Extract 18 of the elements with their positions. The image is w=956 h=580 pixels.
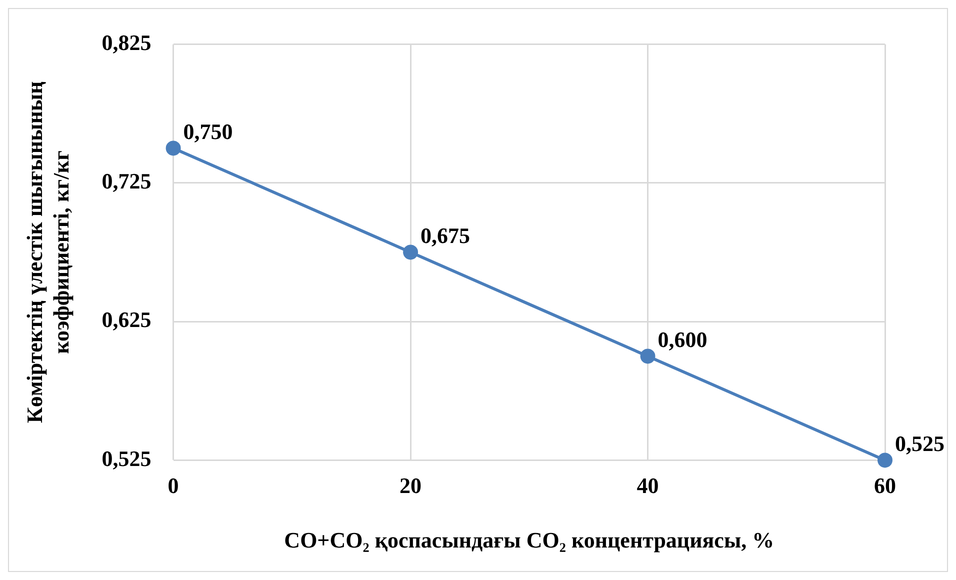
x-tick-label: 0 <box>168 473 179 498</box>
point <box>403 244 418 260</box>
x-axis-title: CO+CO₂ қоспасындағы CO₂ концентрациясы, % <box>284 527 774 552</box>
point <box>166 140 181 156</box>
x-tick-label: 60 <box>874 473 896 498</box>
x-tick-label: 40 <box>636 473 659 498</box>
point <box>878 452 892 468</box>
x-tick-label: 20 <box>400 473 422 498</box>
y-axis-title: Көміртектің үлестік шығынының коэффициенті, кг/кг <box>22 80 74 424</box>
y-tick-label: 0,525 <box>102 446 152 471</box>
data-label: 0,525 <box>895 430 944 456</box>
y-tick-label: 0,725 <box>102 168 152 194</box>
y-tick-label: 0,825 <box>102 30 152 55</box>
data-label: 0,750 <box>183 118 233 144</box>
data-label: 0,600 <box>658 326 708 352</box>
point <box>640 348 656 364</box>
y-tick-label: 0,625 <box>102 307 152 332</box>
data-label: 0,675 <box>420 222 470 248</box>
